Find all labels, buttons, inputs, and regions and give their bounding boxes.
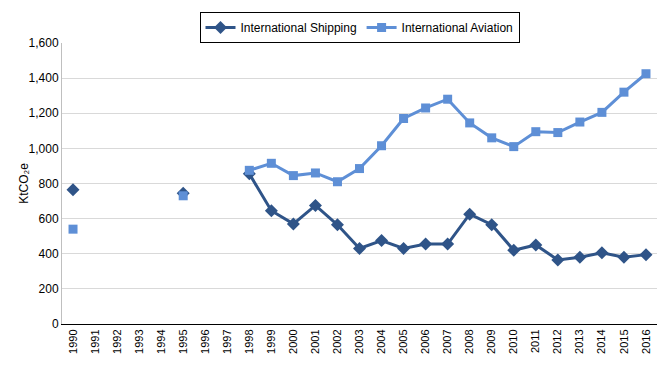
svg-text:2008: 2008 bbox=[463, 329, 475, 353]
svg-text:1,600: 1,600 bbox=[29, 36, 59, 50]
svg-text:200: 200 bbox=[39, 282, 59, 296]
svg-text:1995: 1995 bbox=[177, 329, 189, 353]
svg-text:KtCO₂e: KtCO₂e bbox=[17, 163, 31, 204]
svg-text:1,200: 1,200 bbox=[29, 106, 59, 120]
svg-text:2007: 2007 bbox=[441, 329, 453, 353]
svg-text:2013: 2013 bbox=[573, 329, 585, 353]
svg-text:2006: 2006 bbox=[419, 329, 431, 353]
svg-text:1,000: 1,000 bbox=[29, 142, 59, 156]
svg-text:2012: 2012 bbox=[551, 329, 563, 353]
svg-text:2010: 2010 bbox=[507, 329, 519, 353]
svg-text:800: 800 bbox=[39, 177, 59, 191]
svg-text:2015: 2015 bbox=[618, 329, 630, 353]
svg-text:International Aviation: International Aviation bbox=[402, 21, 513, 35]
svg-text:2002: 2002 bbox=[331, 329, 343, 353]
svg-text:2003: 2003 bbox=[353, 329, 365, 353]
svg-text:1999: 1999 bbox=[265, 329, 277, 353]
svg-text:1994: 1994 bbox=[155, 329, 167, 353]
svg-text:1991: 1991 bbox=[89, 329, 101, 353]
svg-text:2005: 2005 bbox=[397, 329, 409, 353]
svg-text:1990: 1990 bbox=[67, 329, 79, 353]
svg-text:1992: 1992 bbox=[111, 329, 123, 353]
svg-text:1997: 1997 bbox=[221, 329, 233, 353]
svg-text:400: 400 bbox=[39, 247, 59, 261]
svg-text:International Shipping: International Shipping bbox=[241, 21, 357, 35]
svg-text:2001: 2001 bbox=[309, 329, 321, 353]
svg-text:2014: 2014 bbox=[595, 329, 607, 353]
svg-text:1996: 1996 bbox=[199, 329, 211, 353]
svg-text:1,400: 1,400 bbox=[29, 71, 59, 85]
svg-text:1993: 1993 bbox=[133, 329, 145, 353]
svg-text:2009: 2009 bbox=[485, 329, 497, 353]
svg-text:2016: 2016 bbox=[640, 329, 652, 353]
svg-text:2004: 2004 bbox=[375, 329, 387, 353]
svg-text:0: 0 bbox=[52, 317, 59, 331]
svg-text:600: 600 bbox=[39, 212, 59, 226]
svg-text:1998: 1998 bbox=[243, 329, 255, 353]
svg-text:2011: 2011 bbox=[529, 329, 541, 353]
svg-text:2000: 2000 bbox=[287, 329, 299, 353]
